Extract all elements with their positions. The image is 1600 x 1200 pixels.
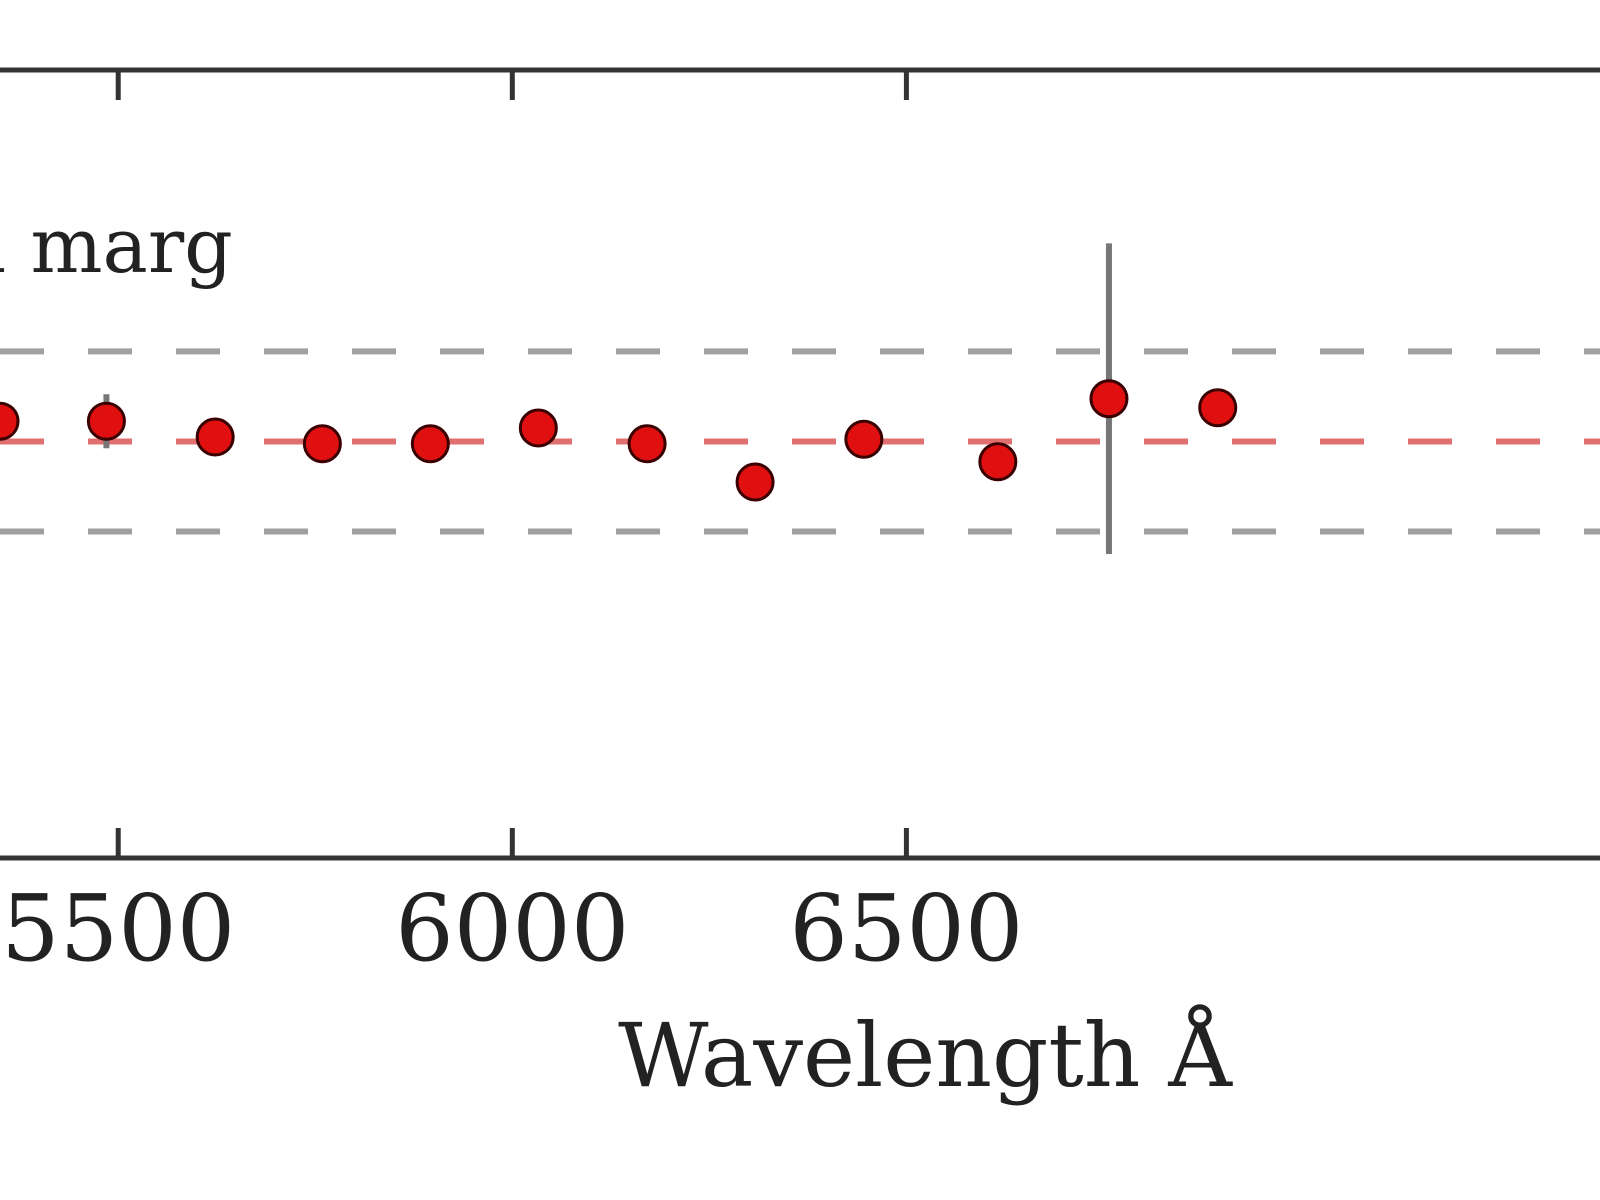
x-tick-label: 6500 — [789, 875, 1023, 982]
plot-frame — [0, 67, 1600, 861]
data-point — [302, 424, 342, 464]
data-point — [627, 424, 667, 464]
data-point — [195, 417, 235, 457]
x-tick-label: 6000 — [395, 875, 629, 982]
legend-annotation: l marg — [0, 201, 233, 290]
data-point — [1089, 379, 1129, 419]
error-bars — [103, 243, 1112, 555]
data-point — [735, 462, 775, 502]
data-point — [844, 419, 884, 459]
x-tick-label: 5500 — [1, 875, 235, 982]
x-axis-label: Wavelength Å — [618, 1004, 1233, 1107]
x-axis-ticks: 5500 6000 6500 — [1, 70, 1023, 982]
data-point — [1198, 388, 1238, 428]
reference-lines — [0, 348, 1600, 535]
data-point — [410, 424, 450, 464]
data-point — [978, 442, 1018, 482]
data-point — [86, 401, 126, 441]
data-point — [0, 401, 20, 441]
data-points — [0, 379, 1238, 502]
data-point — [518, 408, 558, 448]
